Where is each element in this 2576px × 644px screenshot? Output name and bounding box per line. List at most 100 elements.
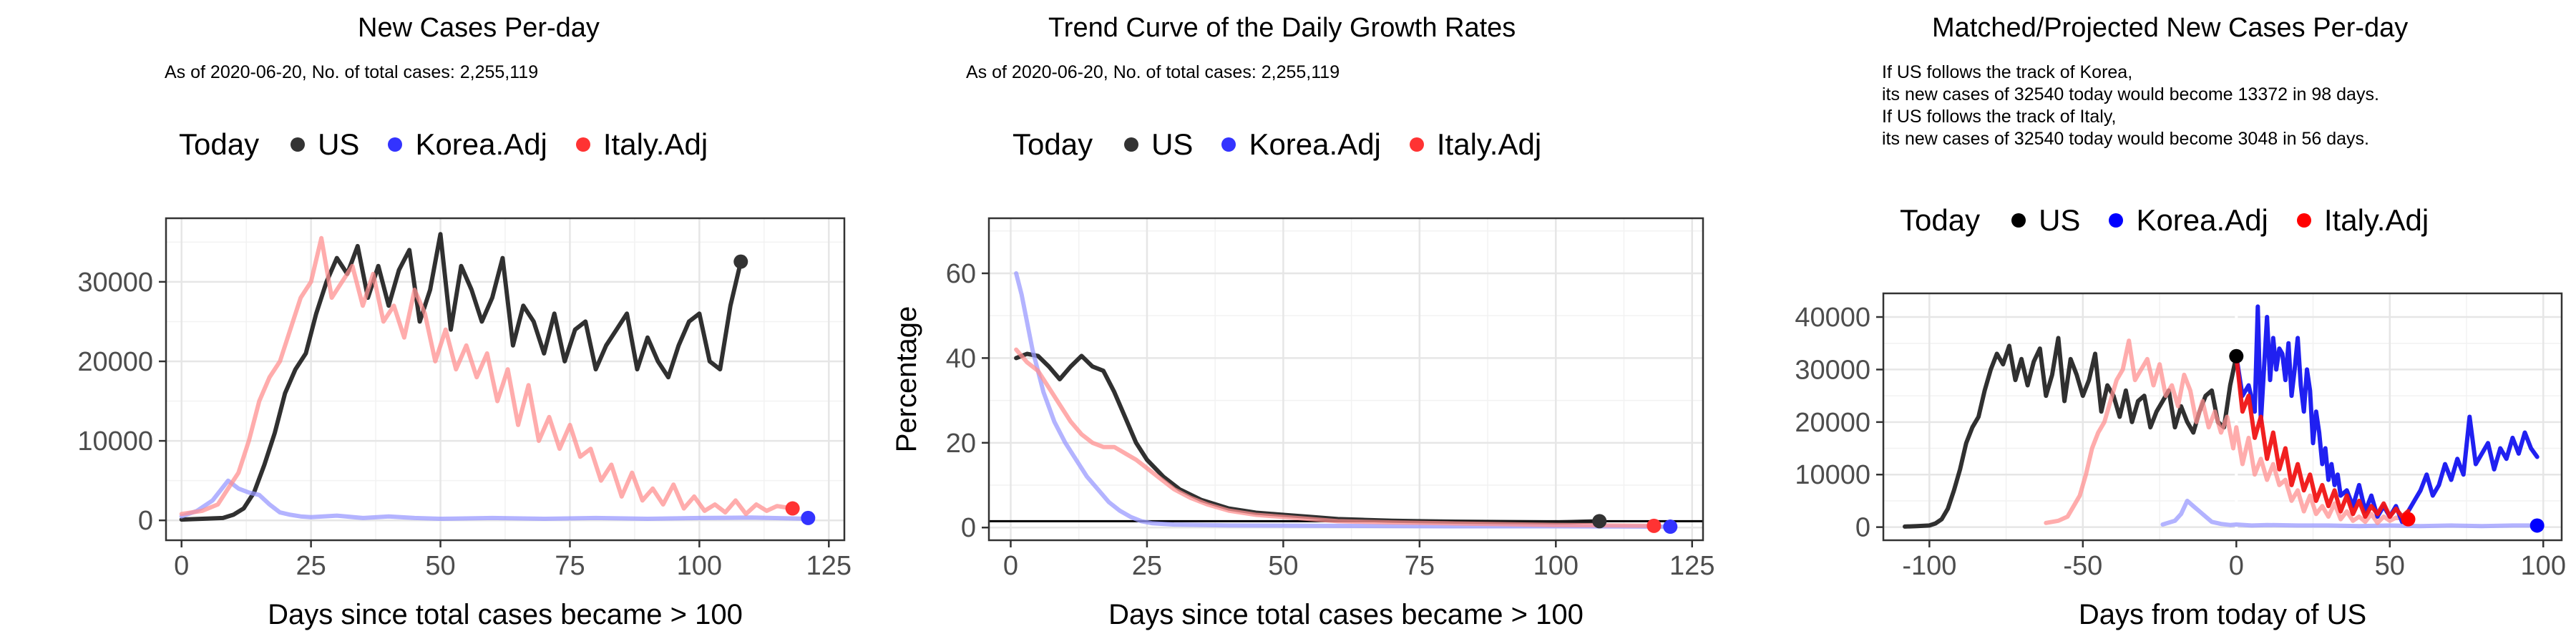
- y-tick: 30000: [77, 268, 166, 298]
- chart-title: Trend Curve of the Daily Growth Rates: [1048, 13, 1516, 43]
- series-line-korea: [1014, 271, 1673, 530]
- x-tick-label: 100: [677, 551, 722, 581]
- grid-minor: [166, 218, 844, 540]
- plot-frame: [1882, 292, 2563, 542]
- x-tick: 0: [2229, 540, 2244, 581]
- y-tick: 0: [961, 513, 989, 543]
- legend-title: Today: [1013, 127, 1093, 161]
- legend-key-korea: [1221, 137, 1236, 152]
- today-point-italy: [1646, 518, 1662, 533]
- y-tick-label: 30000: [77, 268, 153, 298]
- x-tick-label: 100: [1533, 551, 1579, 581]
- y-tick: 10000: [77, 426, 166, 457]
- series-line-italy: [2044, 338, 2411, 525]
- legend-key-italy: [575, 137, 590, 152]
- legend-label-us: US: [2039, 203, 2081, 237]
- today-point-korea: [2529, 518, 2545, 533]
- x-tick-label: 100: [2521, 551, 2566, 581]
- chart-new-cases: 0 25 50 75 100 125 0 10000 20000 30000 Days since …: [77, 217, 852, 630]
- today-point-us: [2229, 348, 2244, 364]
- legend-key-italy: [1409, 137, 1424, 152]
- x-tick: 125: [1669, 540, 1714, 581]
- x-tick: 125: [806, 540, 852, 581]
- y-tick-label: 20000: [1795, 408, 1870, 438]
- projection-note-line: its new cases of 32540 today would becom…: [1882, 129, 2369, 149]
- today-point-italy: [2401, 512, 2416, 527]
- y-tick: 20000: [77, 347, 166, 377]
- x-tick: 0: [1003, 540, 1018, 581]
- x-tick-label: 25: [1132, 551, 1162, 581]
- chart-title: Matched/Projected New Cases Per-day: [1932, 13, 2409, 43]
- grid-major: [989, 218, 1703, 540]
- today-point-korea: [1663, 519, 1678, 535]
- today-point-korea: [801, 510, 816, 525]
- x-tick-label: 50: [425, 551, 455, 581]
- y-tick: 30000: [1795, 355, 1883, 385]
- legend-label-korea: Korea.Adj: [2136, 203, 2268, 237]
- x-axis-title: Days from today of US: [2079, 599, 2366, 630]
- grid-minor: [1883, 293, 2562, 540]
- plot-frame: [987, 217, 1704, 542]
- legend-key-korea: [388, 137, 403, 152]
- x-tick-label: -50: [2063, 551, 2102, 581]
- x-tick-label: 0: [1003, 551, 1018, 581]
- legend-label-italy: Italy.Adj: [1436, 127, 1542, 161]
- panel-growth-rates: Trend Curve of the Daily Growth Rates As…: [859, 0, 1717, 644]
- chart-title: New Cases Per-day: [358, 13, 600, 43]
- x-tick-label: 75: [555, 551, 585, 581]
- projection-note-line: its new cases of 32540 today would becom…: [1882, 84, 2379, 104]
- legend-title: Today: [1900, 203, 1981, 237]
- series-line-italy-projected: [2234, 353, 2411, 519]
- y-tick-label: 0: [138, 506, 153, 536]
- y-tick: 0: [138, 506, 166, 536]
- grid-major: [1883, 293, 2562, 540]
- y-tick: 10000: [1795, 460, 1883, 490]
- x-axis-title: Days since total cases became > 100: [268, 599, 743, 630]
- y-tick: 40000: [1795, 303, 1883, 333]
- legend-key-us: [2011, 213, 2026, 228]
- projection-note-line: If US follows the track of Korea,: [1882, 62, 2133, 82]
- y-tick-label: 60: [946, 259, 976, 289]
- today-point-us: [1592, 514, 1607, 529]
- panel-new-cases: New Cases Per-day As of 2020-06-20, No. …: [0, 0, 859, 644]
- today-point-us: [733, 254, 748, 269]
- legend-title: Today: [179, 127, 260, 161]
- chart-subtitle: As of 2020-06-20, No. of total cases: 2,…: [966, 62, 1340, 82]
- x-tick: 25: [296, 540, 326, 581]
- today-point-italy: [785, 501, 800, 516]
- y-tick-label: 30000: [1795, 355, 1870, 385]
- legend-label-korea: Korea.Adj: [1249, 127, 1381, 161]
- chart-subtitle: As of 2020-06-20, No. of total cases: 2,…: [165, 62, 539, 82]
- legend-label-us: US: [1151, 127, 1194, 161]
- y-tick: 40: [946, 343, 989, 374]
- x-tick: -50: [2063, 540, 2102, 581]
- legend: Today US Korea.Adj Italy.Adj: [179, 127, 726, 162]
- x-tick: 75: [555, 540, 585, 581]
- y-tick: 20: [946, 429, 989, 459]
- y-tick-label: 20: [946, 429, 976, 459]
- series-line-us: [179, 232, 743, 522]
- x-tick: 50: [1268, 540, 1299, 581]
- x-tick-label: 50: [2375, 551, 2405, 581]
- chart-growth-rates: 0 25 50 75 100 125 0 20 40 60 Days since total cas…: [891, 217, 1714, 630]
- series-line-us: [1903, 336, 2239, 529]
- y-axis-title: Percentage: [891, 306, 922, 453]
- chart-projected: -100 -50 0 50 100 0 10000 20000 30000 40000 Days f…: [1795, 292, 2566, 630]
- panel-projected: Matched/Projected New Cases Per-day If U…: [1717, 0, 2576, 644]
- y-tick-label: 0: [961, 513, 976, 543]
- y-tick: 20000: [1795, 408, 1883, 438]
- x-tick: 50: [425, 540, 456, 581]
- series-line-korea-projected: [2234, 304, 2540, 525]
- x-tick: 75: [1405, 540, 1435, 581]
- legend-key-korea: [2109, 213, 2124, 228]
- x-tick-label: 0: [2229, 551, 2244, 581]
- legend: Today US Korea.Adj Italy.Adj: [1900, 203, 2447, 238]
- projection-note-line: If US follows the track of Italy,: [1882, 107, 2117, 127]
- x-tick-label: -100: [1902, 551, 1956, 581]
- plot-frame: [165, 217, 846, 542]
- legend: Today US Korea.Adj Italy.Adj: [1013, 127, 1560, 162]
- x-tick-label: 125: [1669, 551, 1714, 581]
- x-tick: 100: [2521, 540, 2566, 581]
- series-line-italy: [1014, 347, 1657, 528]
- x-tick-label: 75: [1405, 551, 1435, 581]
